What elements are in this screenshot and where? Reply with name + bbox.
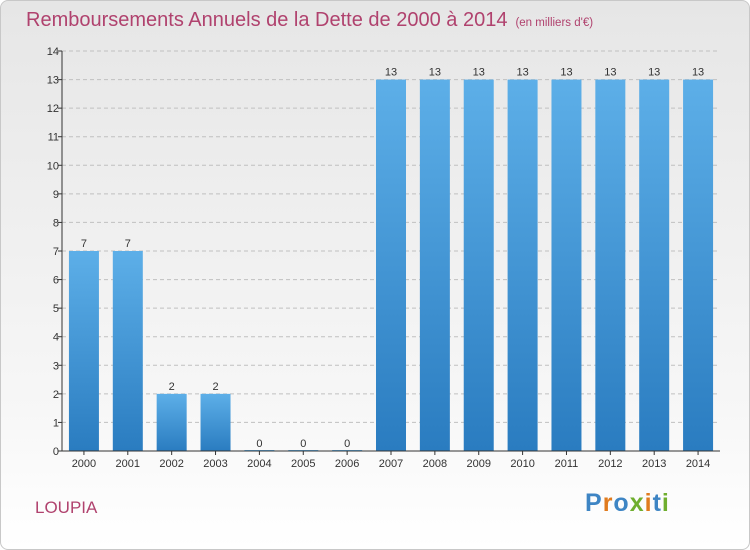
brand-letter: x: [629, 489, 645, 517]
bar-value-label: 13: [429, 67, 441, 79]
bar-value-label: 13: [648, 67, 660, 79]
labels: 7 7 2 2 0 0 0 13 13 13 13 13 13 13 13: [81, 67, 704, 450]
title-text: Remboursements Annuels de la Dette de 20…: [26, 9, 508, 31]
bar-2009: [463, 79, 494, 452]
bar-2000: [68, 251, 99, 451]
x-tick-label: 2008: [423, 458, 447, 470]
bar-value-label: 13: [516, 67, 528, 79]
brand-letter: r: [602, 489, 614, 517]
x-tick-label: 2002: [159, 458, 183, 470]
bar-value-label: 13: [385, 67, 397, 79]
y-tick-label: 14: [47, 46, 59, 58]
y-tick-label: 0: [53, 446, 59, 458]
bar-2007: [376, 79, 406, 452]
x-tick-label: 2005: [291, 458, 315, 470]
y-tick-label: 5: [53, 303, 59, 315]
bar-2011: [551, 79, 582, 452]
x-tick-label: 2012: [598, 458, 622, 470]
bar-2012: [595, 79, 626, 452]
x-tick-label: 2007: [379, 458, 403, 470]
bar-value-label: 7: [81, 238, 87, 250]
x-tick-label: 2010: [510, 458, 534, 470]
y-tick-label: 7: [53, 246, 59, 258]
brand-letter: i: [661, 489, 670, 517]
x-tick-label: 2003: [203, 458, 227, 470]
x-tick-label: 2000: [72, 458, 96, 470]
bar-2014: [683, 79, 714, 452]
bar-2008: [419, 79, 450, 452]
y-tick-label: 4: [53, 332, 59, 344]
bar-value-label: 13: [604, 67, 616, 79]
y-tick-label: 8: [53, 217, 59, 229]
bar-2002: [156, 393, 187, 451]
x-tick-label: 2013: [642, 458, 666, 470]
x-tick-label: 2006: [335, 458, 359, 470]
bar-value-label: 2: [169, 381, 175, 393]
brand-letter: P: [585, 489, 603, 517]
y-tick-label: 3: [53, 360, 59, 372]
y-tick-label: 1: [53, 417, 59, 429]
bar-2003: [200, 393, 231, 451]
bars: [68, 79, 714, 452]
bar-2013: [639, 79, 670, 452]
y-tick-label: 11: [48, 132, 59, 144]
bar-value-label: 0: [300, 438, 306, 450]
bar-value-label: 7: [125, 238, 131, 250]
x-tick-label: 2014: [686, 458, 710, 470]
brand-letter: o: [613, 489, 630, 517]
bar-value-label: 13: [560, 67, 572, 79]
chart-title: Remboursements Annuels de la Dette de 20…: [26, 9, 593, 32]
x-tick-label: 2004: [247, 458, 271, 470]
bar-value-label: 0: [256, 438, 262, 450]
x-tick-label: 2011: [555, 458, 579, 470]
bar-value-label: 13: [692, 67, 704, 79]
x-tick-label: 2009: [466, 458, 490, 470]
bar-2001: [112, 251, 143, 451]
proxiti-logo: Proxiti: [585, 489, 670, 518]
bar-value-label: 2: [212, 381, 218, 393]
y-tick-label: 12: [47, 103, 59, 115]
y-tick-label: 6: [53, 275, 59, 287]
brand-letter: t: [652, 489, 662, 517]
unit-text: (en milliers d'€): [515, 17, 594, 29]
x-tick-label: 2001: [116, 458, 140, 470]
y-tick-label: 10: [47, 160, 59, 172]
y-tick-label: 2: [53, 389, 59, 401]
y-tick-label: 9: [53, 189, 59, 201]
y-tick-label: 13: [47, 75, 59, 87]
bar-value-label: 0: [344, 438, 350, 450]
brand-letter: i: [644, 489, 653, 517]
commune-name: LOUPIA: [35, 498, 98, 517]
bar-2010: [507, 79, 538, 452]
bar-value-label: 13: [473, 67, 485, 79]
